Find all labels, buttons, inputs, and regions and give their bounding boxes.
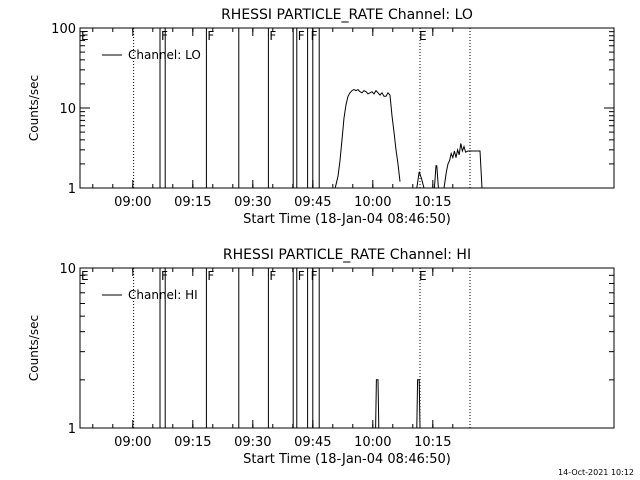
flag-annotation: F	[207, 269, 214, 283]
timestamp-stamp: 14-Oct-2021 10:12	[558, 468, 634, 477]
series-line-segment	[375, 379, 380, 429]
y-tick-label: 1	[68, 422, 76, 437]
plot-title: RHESSI PARTICLE_RATE Channel: HI	[223, 247, 471, 263]
flag-annotation: F	[311, 29, 318, 43]
x-axis-label: Start Time (18-Jan-04 08:46:50)	[243, 212, 451, 227]
x-tick-label: 09:45	[294, 435, 331, 450]
flag-annotation: E	[419, 29, 427, 43]
x-tick-label: 09:15	[174, 435, 211, 450]
y-axis-label: Counts/sec	[27, 315, 41, 381]
x-tick-label: 10:15	[414, 435, 451, 450]
series-line-main	[334, 88, 401, 189]
x-tick-label: 10:15	[414, 195, 451, 210]
flag-annotation: E	[81, 29, 89, 43]
y-axis-label: Counts/sec	[27, 75, 41, 141]
flag-annotation: F	[269, 29, 276, 43]
flag-annotation: F	[161, 29, 168, 43]
legend-label: Channel: HI	[128, 288, 198, 302]
x-tick-label: 10:00	[354, 195, 391, 210]
flag-annotation: F	[298, 269, 305, 283]
flag-annotation: F	[298, 29, 305, 43]
plot-title: RHESSI PARTICLE_RATE Channel: LO	[221, 7, 473, 23]
series-line-segment	[443, 143, 483, 189]
x-tick-label: 10:00	[354, 435, 391, 450]
plot-frame	[79, 267, 615, 429]
flag-annotation: F	[207, 29, 214, 43]
series-line-segment	[433, 165, 439, 189]
y-tick-label: 1	[68, 182, 76, 197]
flag-annotation: F	[269, 269, 276, 283]
x-tick-label: 09:00	[114, 435, 151, 450]
x-tick-label: 09:15	[174, 195, 211, 210]
flag-annotation: F	[311, 269, 318, 283]
y-tick-label: 100	[51, 22, 76, 37]
flag-annotation: E	[81, 269, 89, 283]
series-line-segment	[416, 379, 421, 429]
x-tick-label: 09:45	[294, 195, 331, 210]
flag-annotation: E	[419, 269, 427, 283]
flag-annotation: F	[161, 269, 168, 283]
series-line-segment	[416, 171, 425, 189]
x-tick-label: 09:30	[234, 195, 271, 210]
y-tick-label: 10	[59, 262, 76, 277]
x-tick-label: 09:00	[114, 195, 151, 210]
y-tick-label: 10	[59, 102, 76, 117]
legend-label: Channel: LO	[128, 48, 201, 62]
x-axis-label: Start Time (18-Jan-04 08:46:50)	[243, 452, 451, 467]
x-tick-label: 09:30	[234, 435, 271, 450]
